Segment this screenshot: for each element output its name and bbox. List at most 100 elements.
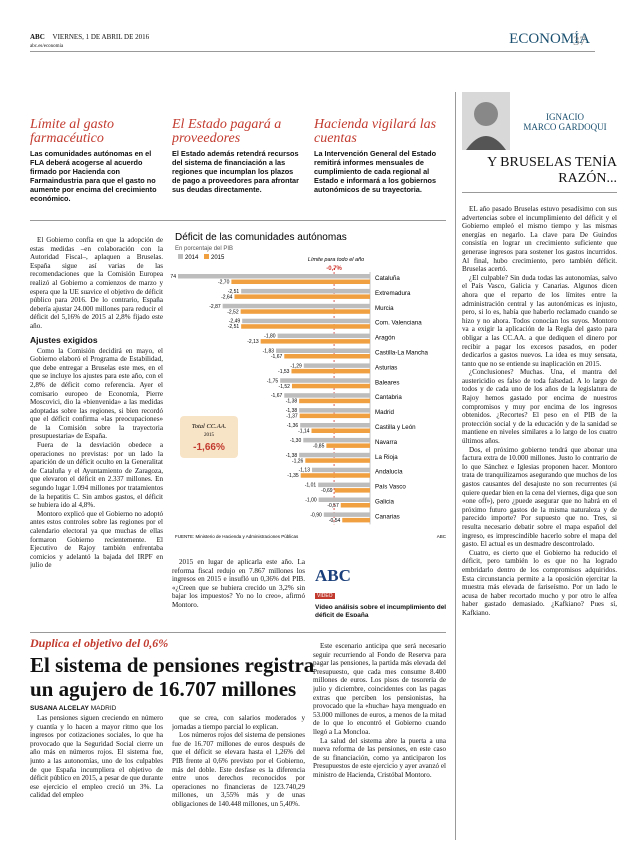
highlight: El Estado pagará a proveedores El Estado … — [172, 118, 302, 213]
legend-label: 2014 — [185, 255, 199, 261]
paragraph: 2015 en lugar de aplicarla este año. La … — [172, 558, 305, 609]
value-label: -1,37 — [286, 414, 298, 420]
reference-value: -0,7% — [326, 266, 342, 272]
legend-swatch — [204, 254, 209, 259]
bar — [342, 517, 370, 523]
author: SUSANA ALCELAY — [30, 705, 89, 712]
paragraph: Fuera de la desviación obedece a operaci… — [30, 441, 163, 510]
bar — [303, 363, 370, 368]
bar — [299, 398, 370, 404]
bar — [311, 467, 370, 473]
highlight-text: La Intervención General del Estado remit… — [314, 149, 437, 194]
value-label: -1,67 — [271, 393, 283, 399]
paragraph: Como la Comisión decidirá en mayo, el Go… — [30, 346, 163, 441]
value-label: -1,38 — [286, 399, 298, 405]
bar — [240, 309, 370, 314]
promo: ABC VÍDEO Vídeo análisis sobre el incump… — [315, 567, 450, 617]
category-label: Cantabria — [375, 394, 402, 401]
headline: El sistema de pensiones registra un aguj… — [30, 653, 315, 701]
value-label: -0,90 — [310, 512, 322, 518]
source: FUENTE: Ministerio de Hacienda y Adminis… — [175, 534, 299, 539]
chart-title: Déficit de las comunidades autónomas — [175, 232, 347, 243]
paragraph: Dos, el próximo gobierno tendrá que abon… — [462, 445, 617, 549]
paragraph: que se crea, con salarios moderados y jo… — [172, 714, 305, 731]
category-label: Com. Valenciana — [375, 320, 422, 327]
paper: ABC — [30, 33, 45, 41]
category-label: Madrid — [375, 409, 394, 416]
value-label: -1,83 — [263, 349, 275, 355]
pensions-column: Las pensiones siguen creciendo en número… — [30, 714, 163, 842]
category-label: Aragón — [375, 335, 396, 342]
rule — [30, 220, 446, 221]
value-label: -1,75 — [267, 378, 279, 384]
value-label: -1,26 — [292, 458, 304, 464]
value-label: -1,36 — [287, 423, 299, 429]
bar — [291, 383, 370, 389]
paragraph: EL año pasado Bruselas estuvo pesadísimo… — [462, 205, 617, 274]
bar — [299, 452, 370, 458]
value-label: -2,70 — [218, 280, 230, 286]
value-label: -3,74 — [170, 274, 176, 280]
portrait — [466, 102, 506, 150]
paragraph: El Gobierno confía en que la adopción de… — [30, 236, 163, 330]
page-number: 37 — [573, 33, 586, 48]
total-box — [180, 416, 238, 458]
highlight-text: El Estado además retendrá recursos del s… — [172, 149, 299, 194]
opinion-body: EL año pasado Bruselas estuvo pesadísimo… — [462, 205, 617, 840]
masthead: ABC VIERNES, 1 DE ABRIL DE 2016 abc.es/e… — [30, 33, 330, 53]
promo-tag: VÍDEO — [315, 593, 335, 599]
value-label: -1,29 — [290, 363, 302, 369]
rule — [455, 92, 456, 840]
credit: ABC — [437, 534, 447, 539]
value-label: -2,51 — [228, 324, 240, 330]
bar — [276, 348, 370, 353]
value-label: -0,85 — [313, 443, 325, 449]
bar — [242, 318, 370, 324]
highlight: Hacienda vigilará las cuentas La Interven… — [314, 118, 444, 213]
bar — [303, 437, 370, 443]
category-label: Extremadura — [375, 290, 411, 297]
value-label: -1,00 — [305, 498, 317, 504]
value-label: -2,64 — [221, 294, 233, 300]
bar — [334, 488, 370, 493]
chart-subtitle: En porcentaje del PIB — [175, 246, 233, 252]
kicker: Duplica el objetivo del 0,6% — [30, 636, 169, 650]
category-label: Baleares — [375, 379, 399, 386]
place: MADRID — [90, 705, 117, 712]
paragraph: Las pensiones siguen creciendo en número… — [30, 714, 163, 800]
paragraph: Este escenario anticipa que será necesar… — [313, 642, 446, 736]
category-label: País Vasco — [375, 484, 406, 491]
total-value: -1,66% — [193, 442, 225, 453]
total-label: Total CC.AA. — [192, 423, 227, 430]
pensions-column: Este escenario anticipa que será necesar… — [313, 642, 446, 842]
value-label: -0,69 — [321, 488, 333, 494]
rule — [30, 632, 446, 633]
bar — [234, 294, 370, 299]
category-label: Cataluña — [375, 275, 400, 282]
first-name: IGNACIO — [546, 112, 584, 122]
value-label: -1,01 — [305, 483, 317, 489]
value-label: -1,53 — [278, 369, 290, 375]
bar — [222, 303, 370, 309]
columnist: IGNACIO MARCO GARDOQUI — [515, 112, 615, 132]
bar — [326, 443, 370, 448]
category-label: Castilla-La Mancha — [375, 350, 429, 357]
category-label: Andalucía — [375, 469, 403, 476]
bar — [299, 413, 370, 419]
bar — [178, 274, 370, 279]
byline: SUSANA ALCELAY MADRID — [30, 705, 170, 712]
section-name: ECONOMÍA — [509, 31, 590, 47]
paragraph: Cuatro, es cierto que el Gobierno ha red… — [462, 548, 617, 617]
value-label: -1,38 — [286, 453, 298, 459]
section: ECONOMÍA — [480, 31, 590, 48]
value-label: -1,30 — [290, 438, 302, 444]
value-label: -1,52 — [279, 384, 291, 390]
highlight: Límite al gasto farmacéutico Las comunida… — [30, 118, 160, 213]
bar — [241, 288, 370, 294]
bar — [318, 482, 370, 488]
bar — [284, 393, 370, 398]
highlight-text: Las comunidades autónomas en el FLA debe… — [30, 149, 157, 203]
rule — [30, 51, 595, 52]
bar — [300, 423, 370, 428]
